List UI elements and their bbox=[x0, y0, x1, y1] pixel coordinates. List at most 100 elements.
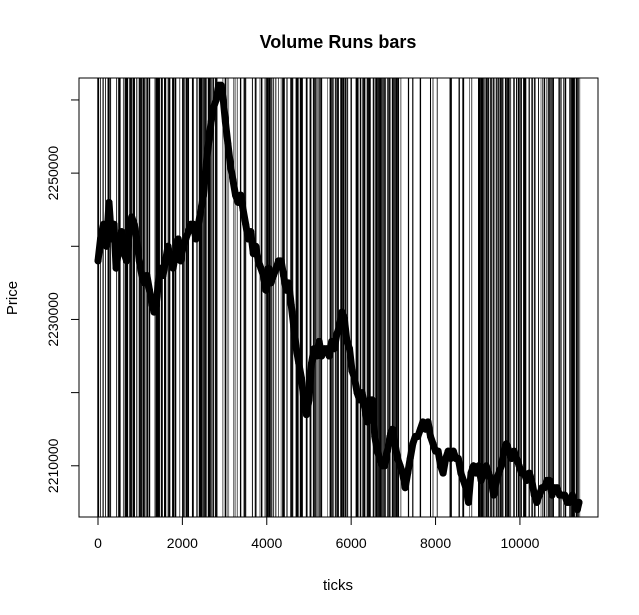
price-point bbox=[394, 455, 402, 462]
price-point bbox=[152, 301, 160, 309]
price-point bbox=[381, 462, 389, 470]
price-point bbox=[192, 235, 200, 243]
price-point bbox=[242, 220, 250, 228]
price-point bbox=[477, 476, 485, 484]
price-point bbox=[508, 455, 515, 462]
price-point bbox=[386, 433, 394, 440]
price-point bbox=[207, 118, 215, 126]
price-point bbox=[566, 498, 574, 506]
price-point bbox=[383, 447, 391, 455]
price-point bbox=[371, 433, 379, 440]
x-axis-label: ticks bbox=[323, 577, 353, 594]
x-tick-label: 2000 bbox=[167, 535, 198, 551]
price-point bbox=[406, 455, 414, 462]
price-point bbox=[510, 447, 518, 455]
price-point bbox=[437, 462, 445, 470]
price-point bbox=[429, 440, 437, 448]
x-tick-label: 10000 bbox=[500, 535, 539, 551]
price-point bbox=[156, 264, 164, 272]
price-point bbox=[259, 272, 267, 279]
price-point bbox=[210, 103, 218, 111]
price-point bbox=[399, 469, 407, 477]
price-point bbox=[154, 279, 162, 287]
price-point bbox=[325, 352, 333, 360]
price-point bbox=[302, 411, 310, 419]
price-point bbox=[297, 374, 305, 382]
price-point bbox=[419, 418, 427, 426]
price-point bbox=[404, 469, 412, 477]
price-point bbox=[130, 220, 138, 228]
price-point bbox=[285, 279, 293, 287]
price-point bbox=[457, 469, 465, 477]
price-point bbox=[470, 462, 477, 470]
price-series bbox=[94, 81, 583, 514]
price-point bbox=[540, 484, 548, 492]
price-point bbox=[219, 96, 227, 104]
price-point bbox=[497, 462, 505, 470]
price-point bbox=[202, 162, 210, 170]
price-point bbox=[194, 220, 202, 228]
price-point bbox=[97, 235, 104, 243]
price-point bbox=[239, 206, 247, 214]
price-point bbox=[515, 462, 523, 470]
price-point bbox=[102, 242, 110, 250]
price-point bbox=[358, 389, 366, 397]
price-point bbox=[467, 469, 475, 477]
price-point bbox=[315, 337, 323, 345]
price-point bbox=[174, 235, 182, 243]
price-point bbox=[363, 418, 371, 426]
price-point bbox=[535, 491, 543, 499]
price-point bbox=[305, 396, 313, 404]
price-point bbox=[252, 242, 260, 250]
price-point bbox=[272, 264, 280, 272]
price-point bbox=[505, 447, 513, 455]
price-point bbox=[217, 81, 225, 89]
price-point bbox=[533, 498, 541, 506]
y-axis: 2210000 2230000 2250000 bbox=[45, 99, 80, 493]
price-point bbox=[308, 359, 315, 367]
price-point bbox=[313, 352, 321, 360]
price-point bbox=[421, 425, 429, 433]
price-point bbox=[490, 491, 498, 499]
price-point bbox=[546, 476, 553, 484]
x-tick-label: 6000 bbox=[336, 535, 367, 551]
price-point bbox=[140, 279, 148, 287]
price-point bbox=[247, 228, 255, 236]
price-point bbox=[280, 272, 288, 279]
price-point bbox=[485, 469, 493, 477]
price-point bbox=[270, 272, 277, 279]
y-tick-label: 2210000 bbox=[45, 438, 61, 493]
price-point bbox=[414, 433, 422, 440]
price-point bbox=[401, 484, 409, 492]
price-point bbox=[290, 323, 298, 331]
price-point bbox=[172, 250, 180, 258]
price-point bbox=[346, 345, 353, 353]
chart-title: Volume Runs bars bbox=[260, 32, 417, 52]
price-point bbox=[391, 440, 399, 448]
price-point bbox=[459, 476, 467, 484]
price-point bbox=[254, 257, 262, 265]
price-point bbox=[123, 257, 131, 265]
price-point bbox=[227, 162, 234, 170]
run-bar-markers bbox=[97, 78, 581, 517]
price-point bbox=[237, 191, 245, 199]
price-point bbox=[513, 455, 521, 462]
price-point bbox=[361, 403, 369, 411]
price-point bbox=[224, 140, 232, 148]
price-point bbox=[197, 206, 205, 214]
price-point bbox=[523, 476, 531, 484]
price-point bbox=[133, 235, 141, 243]
price-point bbox=[427, 433, 434, 440]
price-point bbox=[184, 228, 192, 236]
price-point bbox=[135, 257, 143, 265]
price-point bbox=[330, 345, 338, 353]
price-point bbox=[389, 425, 396, 433]
price-point bbox=[234, 198, 242, 206]
price-point bbox=[454, 455, 462, 462]
price-point bbox=[128, 213, 136, 221]
price-point bbox=[434, 447, 442, 455]
price-point bbox=[409, 440, 417, 448]
price-point bbox=[100, 220, 107, 228]
price-point bbox=[267, 279, 275, 287]
